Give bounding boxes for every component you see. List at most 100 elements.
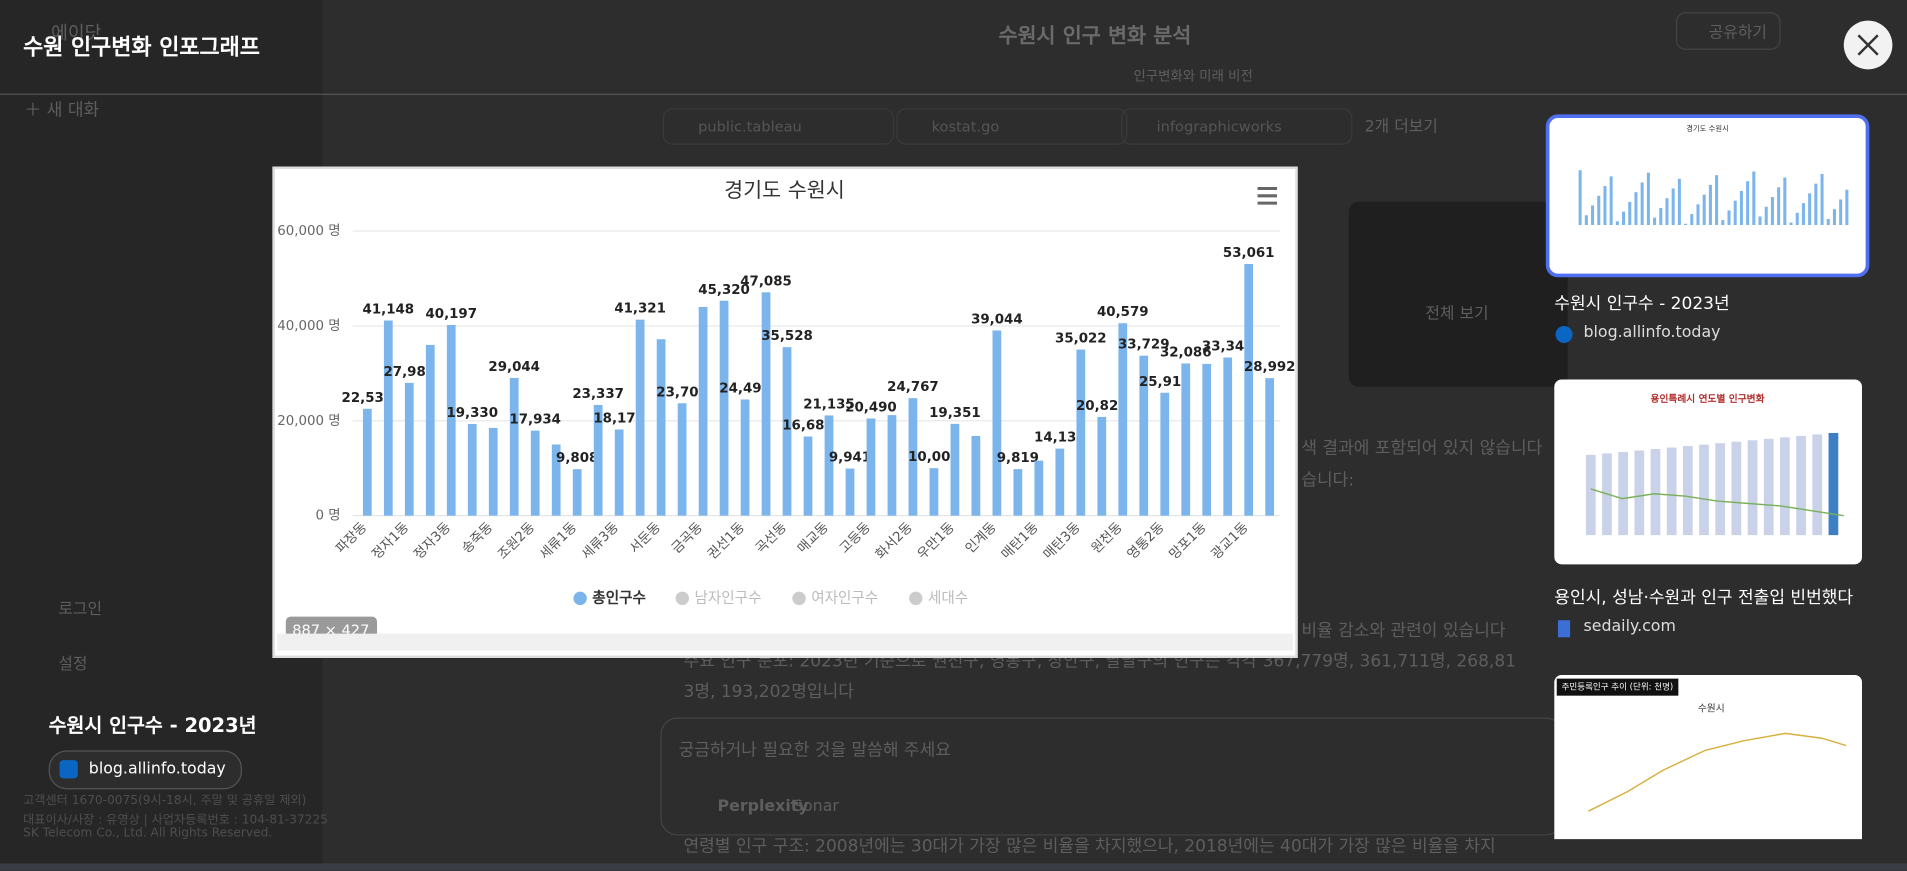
source-icon	[1557, 620, 1571, 638]
x-tick-label: 매탄1동	[998, 519, 1041, 562]
thumb-bar	[1763, 438, 1774, 536]
thumb-bar	[1758, 216, 1762, 225]
bar	[698, 306, 708, 516]
bar	[362, 408, 372, 516]
thumb-bar	[1618, 451, 1629, 536]
model-variant[interactable]: Sonar	[792, 797, 839, 817]
bar	[1223, 357, 1233, 516]
data-label: 18,174	[593, 412, 645, 427]
bar	[509, 377, 519, 516]
bar	[530, 430, 540, 516]
thumb-bar	[1650, 449, 1661, 536]
source-chip[interactable]: kostat.go	[896, 108, 1128, 145]
x-tick-label: 송죽동	[459, 519, 496, 556]
scrollbar[interactable]	[277, 633, 1293, 651]
bar	[992, 330, 1002, 516]
body-line: 연령별 인구 구조: 2008년에는 30대가 가장 많은 비율을 차지했으나,…	[683, 836, 1496, 857]
caption-source[interactable]: blog.allinfo.today	[48, 750, 242, 790]
settings[interactable]: 설정	[58, 655, 88, 674]
related-source: blog.allinfo.today	[1583, 323, 1721, 342]
bar	[782, 347, 792, 516]
thumbnail[interactable]: 주민등록인구 추이 (단위: 천명) 수원시	[1554, 674, 1863, 840]
data-label: 28,992	[1244, 360, 1296, 375]
legend-label: 여자인구수	[811, 589, 878, 606]
data-label: 41,321	[614, 302, 666, 317]
body-line: 3명, 193,202명입니다	[683, 682, 854, 702]
data-label: 45,320	[698, 283, 750, 298]
thumb-bar	[1628, 201, 1632, 225]
image-tile[interactable]	[1348, 201, 1568, 387]
source-chip[interactable]: public.tableau	[662, 108, 894, 145]
bar	[803, 436, 813, 516]
thumb-bar	[1731, 441, 1742, 536]
thumb-bar	[1665, 198, 1669, 225]
legend-marker	[675, 591, 689, 606]
data-label: 22,533	[342, 391, 394, 406]
model-name[interactable]: Perplexity	[717, 797, 809, 817]
data-label: 23,337	[572, 387, 624, 402]
thumb-bar	[1789, 222, 1793, 225]
thumb-bar	[1603, 186, 1607, 225]
thumb-bar	[1715, 443, 1726, 536]
bar	[467, 423, 477, 516]
bar	[845, 468, 855, 516]
view-all[interactable]: 전체 보기	[1425, 305, 1489, 324]
x-tick-label: 화서2동	[872, 519, 915, 562]
data-label: 9,819	[997, 451, 1039, 466]
x-tick-label: 곡선동	[752, 519, 789, 556]
bar	[740, 399, 750, 516]
new-chat[interactable]: ＋ 새 대화	[24, 100, 100, 121]
thumb-bar	[1783, 177, 1787, 225]
close-button[interactable]	[1843, 19, 1894, 70]
x-tick-label: 조원2동	[495, 519, 538, 562]
thumb-bar	[1702, 194, 1706, 225]
more-sources[interactable]: 2개 더보기	[1364, 117, 1438, 137]
thumb-bar	[1699, 444, 1709, 536]
related-title[interactable]: 용인시, 성남·수원과 인구 전출입 빈번했다	[1554, 588, 1854, 609]
bar	[1118, 323, 1128, 516]
bar	[929, 468, 939, 516]
bar	[1181, 363, 1191, 516]
data-label: 19,330	[446, 406, 498, 421]
thumb-bar	[1653, 217, 1657, 225]
thumb-bar	[1578, 170, 1582, 225]
x-tick-label: 고등동	[837, 520, 874, 557]
data-label: 40,197	[425, 307, 477, 322]
thumb-bar	[1727, 210, 1731, 225]
thumb-bar	[1839, 199, 1843, 225]
bar	[866, 418, 876, 516]
bar	[761, 292, 771, 516]
body-line: 습니다:	[1301, 470, 1355, 491]
thumb-bar	[1770, 197, 1774, 225]
source-chip[interactable]: infographicworks	[1121, 108, 1353, 145]
thumb-bar	[1597, 195, 1601, 225]
bar	[677, 403, 687, 516]
thumb-bar	[1659, 207, 1663, 225]
data-label: 10,009	[908, 450, 960, 465]
thumb-line	[1588, 732, 1847, 812]
thumbnail-image: 경기도 수원시	[1578, 124, 1849, 225]
data-label: 21,135	[803, 397, 855, 412]
bar	[593, 404, 603, 516]
thumb-bar	[1646, 172, 1650, 225]
related-title[interactable]: 수원시 인구수 - 2023년	[1554, 294, 1730, 314]
login[interactable]: 로그인	[58, 600, 103, 620]
chart-menu[interactable]	[1257, 186, 1278, 205]
legend-label: 총인구수	[592, 588, 646, 606]
bar	[950, 423, 960, 516]
x-tick-label: 권선1동	[704, 519, 747, 562]
data-label: 25,914	[1139, 375, 1191, 390]
x-tick-label: 금곡동	[669, 520, 706, 557]
thumb-line	[1590, 488, 1844, 517]
thumb-bar	[1733, 200, 1737, 225]
data-label: 47,085	[740, 274, 792, 289]
share-button[interactable]: 공유하기	[1675, 12, 1781, 50]
close-icon	[1857, 34, 1879, 56]
y-tick-label: 60,000 명	[277, 223, 340, 239]
bar	[572, 469, 582, 516]
x-tick-label: 인계동	[962, 519, 999, 556]
input-box[interactable]	[660, 717, 1563, 836]
input-placeholder[interactable]: 궁금하거나 필요한 것을 말씀해 주세요	[678, 740, 951, 761]
x-tick-label: 매탄3동	[1040, 519, 1083, 562]
